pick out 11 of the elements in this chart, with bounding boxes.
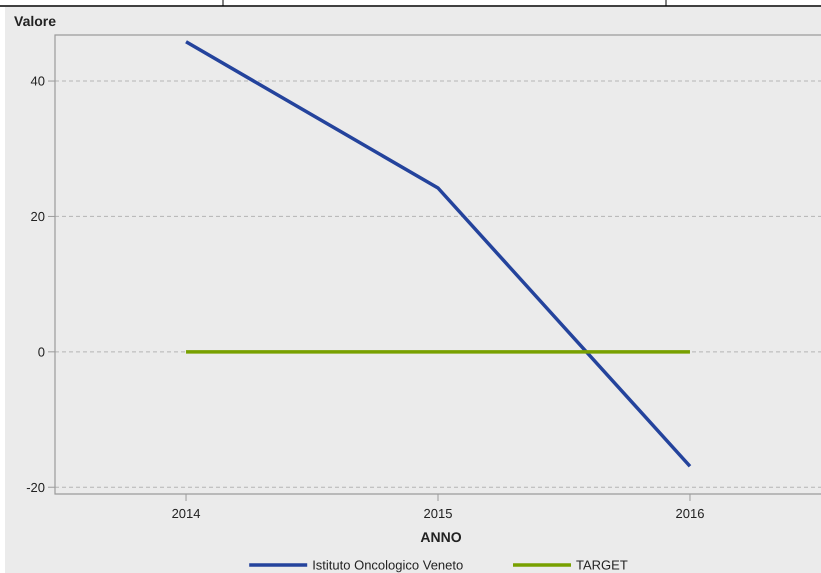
x-tick-label: 2015 xyxy=(424,506,452,521)
x-tick-label: 2014 xyxy=(172,506,200,521)
y-tick-label: 40 xyxy=(30,74,45,89)
y-tick-label: -20 xyxy=(26,480,45,495)
x-tick-label: 2016 xyxy=(676,506,704,521)
y-tick-label: 20 xyxy=(30,208,45,224)
y-axis-title: Valore xyxy=(14,13,56,29)
legend-label: Istituto Oncologico Veneto xyxy=(312,558,464,573)
y-tick-label: 0 xyxy=(38,344,45,360)
legend-label: TARGET xyxy=(576,558,628,573)
x-axis-title: ANNO xyxy=(420,529,462,545)
